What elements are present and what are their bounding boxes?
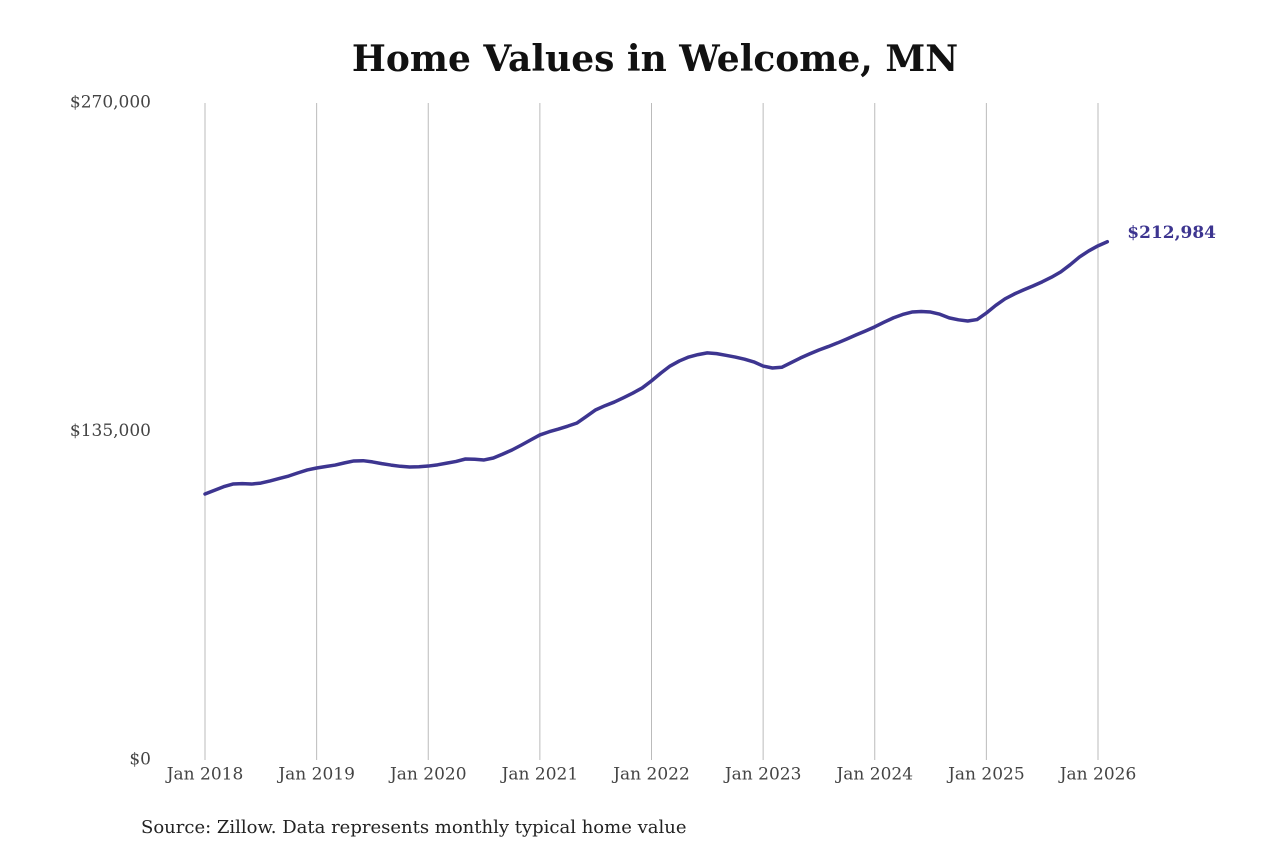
x-tick-label: Jan 2023 (723, 765, 802, 785)
chart-title: Home Values in Welcome, MN (352, 38, 958, 80)
x-tick-label: Jan 2021 (500, 765, 579, 785)
y-tick-label: $0 (129, 750, 151, 770)
x-tick-label: Jan 2025 (946, 765, 1025, 785)
x-tick-label: Jan 2026 (1058, 765, 1137, 785)
x-tick-label: Jan 2024 (834, 765, 913, 785)
line-series (203, 239, 1110, 496)
x-tick-label: Jan 2020 (388, 765, 467, 785)
x-tick-label: Jan 2019 (276, 765, 355, 785)
x-tick-label: Jan 2018 (165, 765, 244, 785)
y-tick-label: $270,000 (70, 93, 151, 113)
source-note: Source: Zillow. Data represents monthly … (141, 817, 687, 838)
end-value-label: $212,984 (1127, 223, 1216, 243)
y-tick-label: $135,000 (70, 421, 151, 441)
x-tick-label: Jan 2022 (611, 765, 690, 785)
